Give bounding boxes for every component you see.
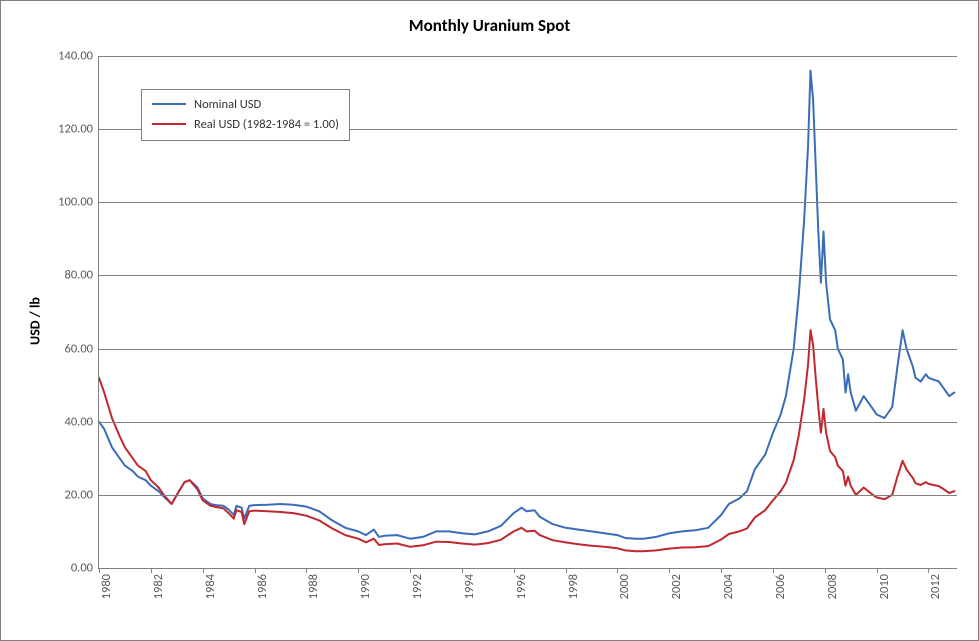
legend: Nominal USD Real USD (1982-1984 = 1.00) xyxy=(141,89,350,141)
gridline xyxy=(99,275,957,276)
x-tick-label: 1992 xyxy=(410,574,425,599)
y-tick-label: 0.00 xyxy=(71,561,93,576)
legend-item: Nominal USD xyxy=(152,94,339,114)
chart-container: Monthly Uranium Spot USD / lb 0.00 20.00 4… xyxy=(0,0,979,641)
x-tick-label: 1996 xyxy=(514,574,529,599)
gridline xyxy=(99,422,957,423)
x-tick-mark xyxy=(928,568,929,573)
x-tick-mark xyxy=(99,568,100,573)
gridline xyxy=(99,56,957,57)
legend-label: Real USD (1982-1984 = 1.00) xyxy=(194,117,339,132)
y-tick-label: 120.00 xyxy=(58,122,93,137)
x-tick-label: 1994 xyxy=(462,574,477,599)
x-tick-mark xyxy=(877,568,878,573)
x-tick-mark xyxy=(203,568,204,573)
x-tick-label: 1988 xyxy=(306,574,321,599)
legend-swatch xyxy=(152,123,186,125)
x-tick-mark xyxy=(669,568,670,573)
y-tick-label: 20.00 xyxy=(65,487,94,502)
legend-item: Real USD (1982-1984 = 1.00) xyxy=(152,114,339,134)
gridline xyxy=(99,349,957,350)
x-tick-label: 2004 xyxy=(721,574,736,599)
y-tick-label: 80.00 xyxy=(65,268,94,283)
y-tick-label: 100.00 xyxy=(58,195,93,210)
y-tick-label: 60.00 xyxy=(65,341,94,356)
x-tick-label: 2010 xyxy=(877,574,892,599)
series-line xyxy=(99,330,954,551)
x-tick-mark xyxy=(566,568,567,573)
x-tick-mark xyxy=(410,568,411,573)
y-tick-label: 140.00 xyxy=(58,49,93,64)
x-tick-label: 1980 xyxy=(99,574,114,599)
x-tick-mark xyxy=(358,568,359,573)
x-tick-mark xyxy=(462,568,463,573)
x-tick-mark xyxy=(721,568,722,573)
x-tick-label: 1986 xyxy=(255,574,270,599)
gridline xyxy=(99,202,957,203)
x-tick-mark xyxy=(151,568,152,573)
x-tick-mark xyxy=(617,568,618,573)
x-tick-label: 1990 xyxy=(358,574,373,599)
x-tick-mark xyxy=(306,568,307,573)
chart-title: Monthly Uranium Spot xyxy=(1,15,978,36)
gridline xyxy=(99,495,957,496)
x-tick-label: 2012 xyxy=(928,574,943,599)
x-tick-mark xyxy=(825,568,826,573)
x-tick-label: 2006 xyxy=(773,574,788,599)
y-axis-label: USD / lb xyxy=(26,297,43,345)
x-tick-label: 2002 xyxy=(669,574,684,599)
x-tick-mark xyxy=(773,568,774,573)
x-tick-mark xyxy=(255,568,256,573)
x-tick-label: 1984 xyxy=(203,574,218,599)
x-tick-label: 2000 xyxy=(617,574,632,599)
x-tick-mark xyxy=(514,568,515,573)
y-tick-label: 40.00 xyxy=(65,414,94,429)
x-tick-label: 1998 xyxy=(566,574,581,599)
legend-label: Nominal USD xyxy=(194,97,261,112)
legend-swatch xyxy=(152,103,186,105)
x-tick-label: 1982 xyxy=(151,574,166,599)
x-tick-label: 2008 xyxy=(825,574,840,599)
